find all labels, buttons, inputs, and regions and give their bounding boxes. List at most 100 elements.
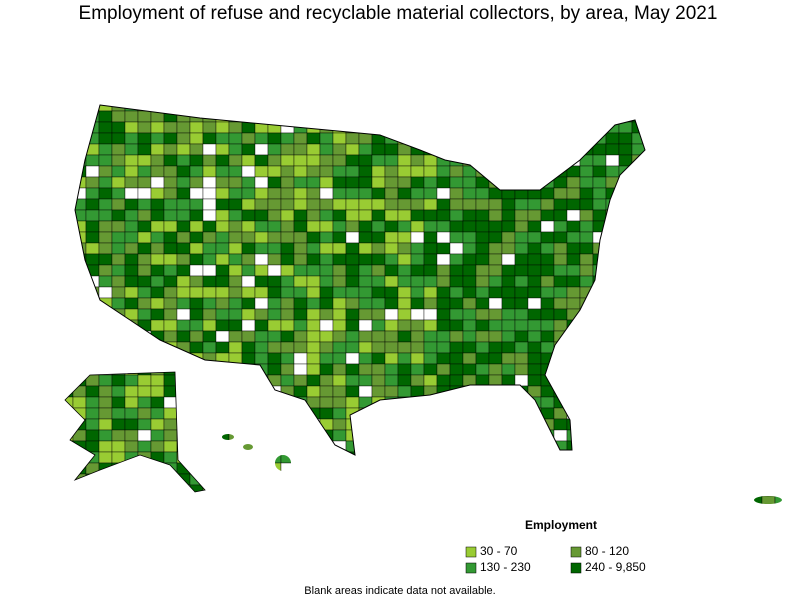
area-patch (332, 484, 347, 497)
area-patch (488, 429, 503, 442)
area-patch (137, 231, 152, 244)
area-patch (137, 429, 152, 442)
area-patch (423, 242, 438, 255)
area-patch (306, 462, 321, 475)
area-patch (228, 429, 243, 442)
area-patch (319, 473, 334, 486)
area-patch (358, 352, 373, 365)
area-patch (722, 121, 737, 134)
area-patch (540, 143, 555, 156)
area-patch (176, 176, 191, 189)
area-patch (423, 176, 438, 189)
area-patch (345, 297, 360, 310)
area-patch (85, 209, 100, 222)
area-patch (566, 110, 581, 123)
area-patch (124, 407, 139, 420)
area-patch (410, 105, 425, 112)
area-patch (566, 220, 581, 233)
area-patch (618, 187, 633, 200)
area-patch (475, 407, 490, 420)
area-patch (501, 341, 516, 354)
area-patch (462, 429, 477, 442)
area-patch (553, 121, 568, 134)
area-patch (436, 330, 451, 343)
area-patch (345, 440, 360, 453)
area-patch (735, 407, 750, 420)
area-patch (462, 242, 477, 255)
area-patch (748, 264, 763, 277)
area-patch (449, 330, 464, 343)
area-patch (488, 484, 503, 497)
area-patch (371, 264, 386, 277)
area-patch (423, 308, 438, 321)
area-patch (657, 264, 672, 277)
area-patch (618, 451, 633, 464)
area-patch (788, 430, 800, 441)
area-patch (618, 231, 633, 244)
area-patch (501, 165, 516, 178)
area-patch (189, 418, 204, 431)
area-patch (65, 429, 74, 442)
area-patch (137, 297, 152, 310)
area-patch (566, 187, 581, 200)
area-patch (540, 165, 555, 178)
area-patch (553, 297, 568, 310)
area-patch (514, 451, 529, 464)
area-patch (137, 451, 152, 464)
area-patch (683, 429, 698, 442)
area-patch (111, 187, 126, 200)
area-patch (371, 297, 386, 310)
area-patch (657, 165, 672, 178)
area-patch (202, 363, 217, 376)
area-patch (65, 242, 74, 255)
area-patch (657, 209, 672, 222)
area-patch (98, 253, 113, 266)
area-patch (618, 220, 633, 233)
area-patch (488, 165, 503, 178)
area-patch (462, 297, 477, 310)
area-patch (202, 451, 217, 464)
area-patch (254, 231, 269, 244)
area-patch (384, 418, 399, 431)
area-patch (488, 473, 503, 486)
area-patch (163, 209, 178, 222)
area-patch (592, 462, 607, 475)
area-patch (423, 495, 438, 504)
area-patch (228, 374, 243, 387)
area-patch (449, 121, 464, 134)
area-patch (306, 198, 321, 211)
area-patch (397, 385, 412, 398)
area-patch (306, 143, 321, 156)
area-patch (605, 484, 620, 497)
area-patch (293, 264, 308, 277)
area-patch (514, 105, 529, 112)
area-patch (397, 308, 412, 321)
area-patch (488, 396, 503, 409)
area-patch (65, 374, 74, 387)
area-patch (709, 484, 724, 497)
area-patch (553, 132, 568, 145)
area-patch (605, 319, 620, 332)
area-patch (436, 198, 451, 211)
area-patch (163, 440, 178, 453)
area-patch (202, 297, 217, 310)
area-patch (176, 462, 191, 475)
area-patch (670, 209, 685, 222)
area-patch (683, 176, 698, 189)
area-patch (670, 462, 685, 475)
area-patch (150, 275, 165, 288)
legend-title: Employment (525, 518, 597, 532)
area-patch (657, 330, 672, 343)
area-patch (267, 110, 282, 123)
area-patch (475, 242, 490, 255)
area-patch (397, 429, 412, 442)
area-patch (241, 374, 256, 387)
area-patch (384, 374, 399, 387)
area-patch (150, 462, 165, 475)
area-patch (371, 275, 386, 288)
area-patch (280, 209, 295, 222)
area-patch (215, 451, 230, 464)
area-patch (527, 110, 542, 123)
area-patch (657, 429, 672, 442)
area-patch (514, 440, 529, 453)
